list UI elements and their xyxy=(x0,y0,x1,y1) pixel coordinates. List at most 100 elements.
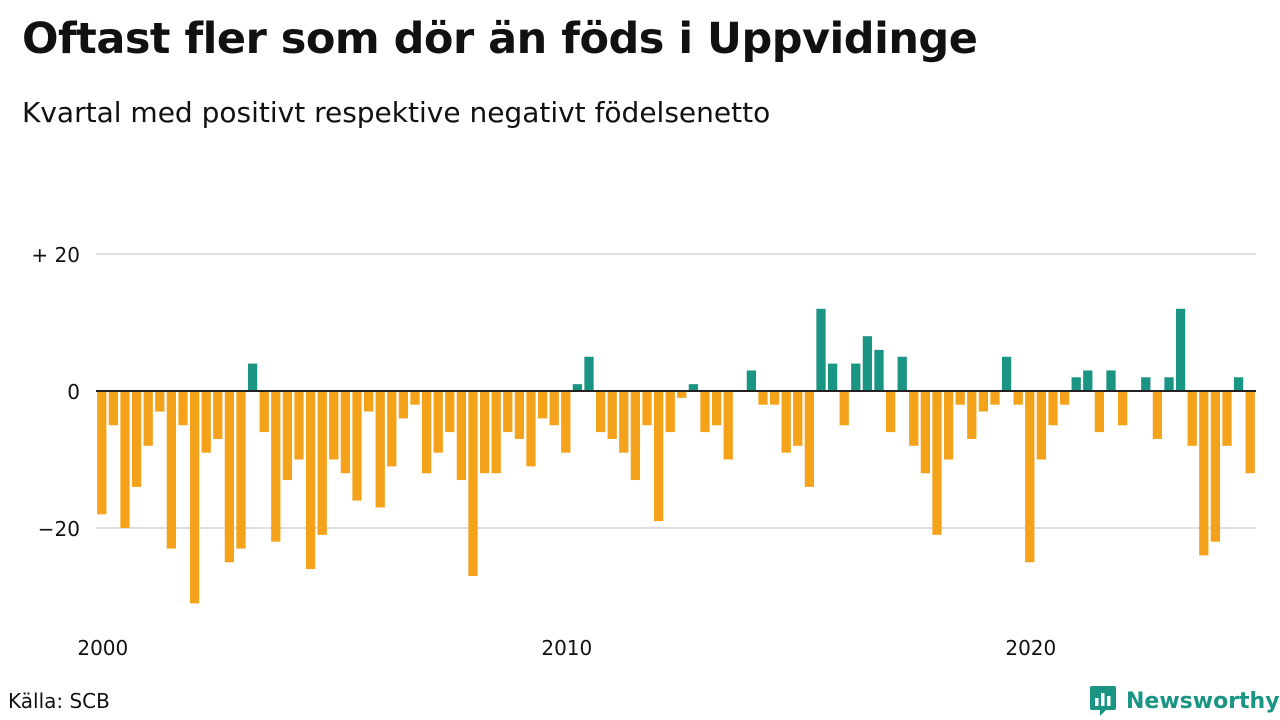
bar xyxy=(108,391,119,426)
x-tick-label: 2000 xyxy=(77,636,128,660)
bar xyxy=(943,391,954,460)
bar xyxy=(572,384,583,391)
bar xyxy=(317,391,327,535)
bar xyxy=(920,391,931,474)
bar xyxy=(1175,308,1186,391)
bar xyxy=(874,349,884,391)
bar xyxy=(711,391,722,426)
bar xyxy=(1071,377,1081,391)
x-axis-labels: 2000 2010 2020 xyxy=(77,636,1056,660)
bar xyxy=(1233,377,1244,391)
bar xyxy=(155,391,165,412)
bar xyxy=(700,391,710,433)
bar xyxy=(816,308,826,391)
bar xyxy=(561,391,571,453)
bar xyxy=(688,384,699,391)
bar xyxy=(723,391,733,460)
bar xyxy=(97,391,107,515)
bar xyxy=(352,391,362,501)
bar xyxy=(1164,377,1174,391)
y-tick-label: + 20 xyxy=(31,243,80,267)
bar xyxy=(271,391,281,542)
bar xyxy=(421,391,432,474)
y-axis-labels: + 20 0 −20 xyxy=(31,243,80,541)
bar xyxy=(305,391,316,570)
bar xyxy=(1117,391,1128,426)
bar xyxy=(213,391,223,439)
x-tick-label: 2010 xyxy=(541,636,592,660)
bar xyxy=(595,391,606,433)
bar xyxy=(1141,377,1151,391)
bar xyxy=(340,391,351,474)
bar xyxy=(758,391,768,405)
bar xyxy=(468,391,478,576)
bar xyxy=(1222,391,1232,446)
bar xyxy=(619,391,629,453)
bar xyxy=(1048,391,1058,426)
bar xyxy=(1036,391,1047,460)
bar xyxy=(445,391,455,433)
bar xyxy=(479,391,490,474)
bar xyxy=(131,391,142,487)
bar xyxy=(851,363,861,391)
bar xyxy=(387,391,397,467)
bar xyxy=(769,391,780,405)
bar xyxy=(827,363,838,391)
chart-subtitle: Kvartal med positivt respektive negativt… xyxy=(22,96,771,129)
bar xyxy=(1106,370,1116,391)
bar xyxy=(433,391,443,453)
bar xyxy=(804,391,815,487)
bar xyxy=(503,391,513,433)
bar xyxy=(398,391,409,419)
chart-title: Oftast fler som dör än föds i Uppvidinge xyxy=(22,14,978,64)
bar xyxy=(1083,370,1093,391)
y-tick-label: 0 xyxy=(67,380,80,404)
y-tick-label: −20 xyxy=(38,517,80,541)
bars xyxy=(97,308,1255,604)
bar xyxy=(793,391,803,446)
bar xyxy=(932,391,942,535)
brand-name: Newsworthy xyxy=(1126,688,1280,714)
bar xyxy=(549,391,559,426)
bar xyxy=(955,391,965,405)
bar xyxy=(375,391,385,508)
bar xyxy=(236,391,246,549)
bar xyxy=(862,336,873,391)
bar xyxy=(166,391,177,549)
brand-logo: Newsworthy xyxy=(1088,684,1280,718)
bar xyxy=(537,391,548,419)
bar xyxy=(1025,391,1035,563)
bar xyxy=(1199,391,1209,556)
bar xyxy=(143,391,153,446)
bar xyxy=(1001,356,1012,391)
gridlines xyxy=(96,253,1256,529)
bar xyxy=(363,391,374,412)
bar xyxy=(1210,391,1221,542)
bar xyxy=(178,391,188,426)
bar xyxy=(665,391,675,433)
newsworthy-logo-icon xyxy=(1090,686,1116,716)
bar xyxy=(897,356,907,391)
bar xyxy=(201,391,211,453)
bar xyxy=(990,391,1000,405)
bar xyxy=(456,391,467,481)
bar xyxy=(781,391,791,453)
x-tick-label: 2020 xyxy=(1005,636,1056,660)
bar xyxy=(514,391,525,439)
bar xyxy=(642,391,652,426)
bar xyxy=(1187,391,1197,446)
bar xyxy=(909,391,919,446)
source-note: Källa: SCB xyxy=(8,689,110,713)
bar xyxy=(189,391,200,604)
bar xyxy=(885,391,896,433)
bar-chart: + 20 0 −20 2000 2010 2020 xyxy=(31,243,1256,660)
bar xyxy=(978,391,989,412)
bar xyxy=(120,391,130,528)
bar xyxy=(967,391,977,439)
bar xyxy=(1059,391,1070,405)
bar xyxy=(329,391,339,460)
bar xyxy=(1094,391,1105,433)
bar xyxy=(294,391,304,460)
bar xyxy=(653,391,664,522)
bar xyxy=(1245,391,1255,474)
